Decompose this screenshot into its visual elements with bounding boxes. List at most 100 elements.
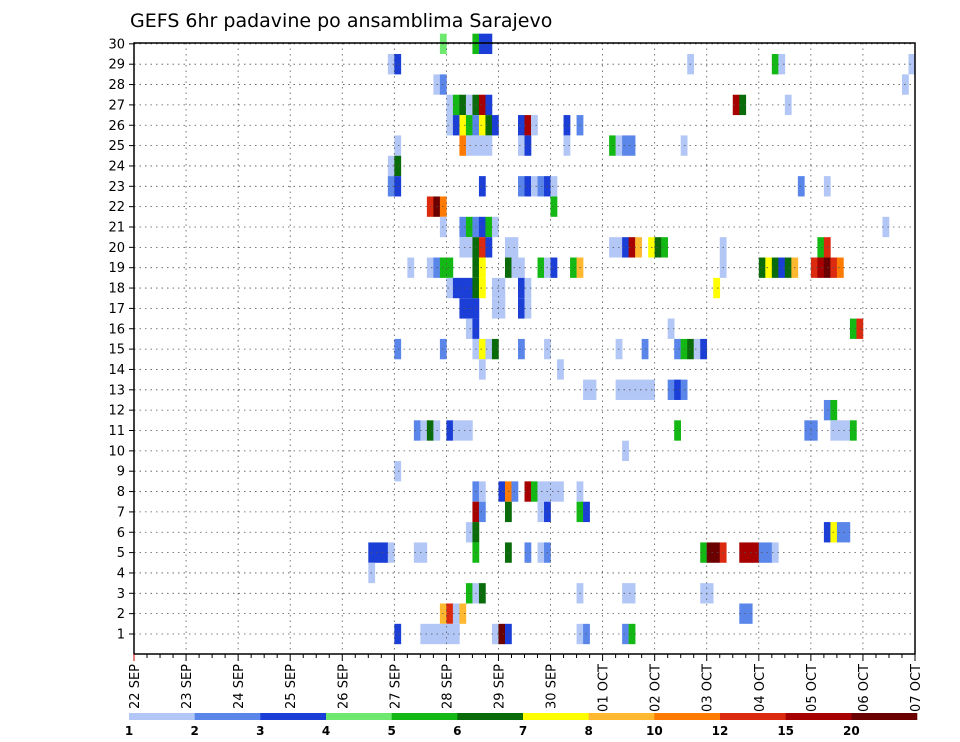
precip-cell <box>465 583 473 604</box>
precip-cell <box>661 237 668 258</box>
precip-cell <box>491 298 499 319</box>
y-tick-label: 19 <box>108 261 125 276</box>
colorbar-label: 2 <box>190 724 198 738</box>
precip-cell <box>420 623 428 645</box>
precip-cell <box>485 94 493 116</box>
y-tick-label: 10 <box>108 444 125 459</box>
precip-cell <box>459 94 467 116</box>
y-tick-label: 29 <box>108 58 125 73</box>
precip-cell <box>622 623 629 645</box>
colorbar-label: 20 <box>843 724 860 738</box>
cells-layer <box>368 33 916 645</box>
precip-cell <box>817 237 825 258</box>
precip-cell <box>394 338 402 360</box>
precip-cell <box>563 115 571 136</box>
precip-cell <box>374 542 382 563</box>
precip-cell <box>524 115 532 136</box>
colorbar-swatch <box>851 713 918 720</box>
colorbar-label: 3 <box>256 724 264 738</box>
precip-cell <box>778 257 786 278</box>
precip-cell <box>478 33 486 55</box>
y-tick-label: 22 <box>108 200 125 215</box>
precip-cell <box>641 379 649 400</box>
precip-cell <box>628 583 636 604</box>
precip-cell <box>446 257 454 278</box>
precip-cell <box>628 135 636 156</box>
precip-cell <box>498 481 506 502</box>
precip-cell <box>784 257 792 278</box>
precip-cell <box>478 257 486 278</box>
x-tick-label: 27 SEP <box>388 664 403 709</box>
precip-cell <box>537 257 545 278</box>
x-tick-label: 22 SEP <box>128 664 143 709</box>
precip-cell <box>771 257 779 278</box>
y-tick-label: 9 <box>117 465 125 480</box>
y-tick-label: 13 <box>108 383 125 398</box>
y-tick-label: 21 <box>108 221 125 236</box>
precip-cell <box>700 542 708 563</box>
precip-cell <box>765 257 773 278</box>
y-tick-label: 18 <box>108 282 125 297</box>
precip-cell <box>478 135 486 156</box>
precip-cell <box>622 379 629 400</box>
precip-cell <box>654 237 662 258</box>
precip-cell <box>465 298 473 319</box>
colorbar-label: 15 <box>777 724 794 738</box>
precip-cell <box>446 603 454 624</box>
precip-cell <box>524 298 532 319</box>
precip-cell <box>465 237 473 258</box>
precip-cell <box>745 542 753 563</box>
precip-cell <box>524 542 532 563</box>
y-tick-label: 12 <box>108 404 125 419</box>
precip-cell <box>478 338 486 360</box>
colorbar-swatch <box>720 713 786 720</box>
precip-cell <box>465 216 473 238</box>
precip-cell <box>550 196 558 217</box>
precip-cell <box>452 94 460 116</box>
colorbar-label: 4 <box>322 724 330 738</box>
precip-cell <box>836 257 844 278</box>
y-tick-label: 1 <box>117 628 125 643</box>
precip-cell <box>394 623 402 645</box>
precip-cell <box>517 176 525 197</box>
precip-cell <box>537 542 545 563</box>
precip-cell <box>478 176 486 197</box>
colorbar-swatch <box>129 713 195 720</box>
precip-cell <box>394 135 402 156</box>
x-tick-label: 30 SEP <box>545 664 560 709</box>
chart-title: GEFS 6hr padavine po ansamblima Sarajevo <box>130 10 552 32</box>
precip-cell <box>550 481 558 502</box>
precip-cell <box>641 338 649 360</box>
colorbar-label: 7 <box>519 724 527 738</box>
colorbar-swatch <box>260 713 327 720</box>
precip-cell <box>465 94 473 116</box>
x-tick-label: 24 SEP <box>232 664 247 709</box>
precip-cell <box>524 277 532 299</box>
precip-cell <box>667 379 675 400</box>
precip-cell <box>674 338 681 360</box>
precip-cell <box>459 216 467 238</box>
y-tick-label: 6 <box>117 526 125 541</box>
precip-cell <box>531 481 538 502</box>
precip-cell <box>459 298 467 319</box>
precip-cell <box>517 277 525 299</box>
precip-cell <box>413 542 421 563</box>
precip-cell <box>459 603 467 624</box>
precip-cell <box>491 277 499 299</box>
precip-cell <box>570 257 577 278</box>
precip-cell <box>778 54 786 75</box>
precip-cell <box>628 379 636 400</box>
x-tick-label: 25 SEP <box>284 664 299 709</box>
precip-cell <box>771 542 779 563</box>
y-tick-label: 7 <box>117 505 125 520</box>
precip-cell <box>908 54 916 75</box>
precip-cell <box>622 237 629 258</box>
precip-cell <box>446 94 454 116</box>
precip-cell <box>745 603 753 624</box>
colorbar-swatch <box>588 713 655 720</box>
precip-cell <box>557 481 564 502</box>
precip-cell <box>478 115 486 136</box>
precip-cell <box>426 196 434 217</box>
colorbar-label: 5 <box>387 724 395 738</box>
x-tick-label: 07 OCT <box>909 664 924 712</box>
